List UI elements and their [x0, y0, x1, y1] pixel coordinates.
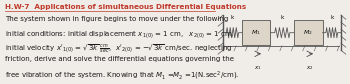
Text: H.W-7  Applications of simultaneous Differential Equations: H.W-7 Applications of simultaneous Diffe…: [5, 4, 246, 10]
Text: $M_2$: $M_2$: [303, 28, 313, 37]
Text: k: k: [281, 15, 284, 20]
Text: $M_1$: $M_1$: [251, 28, 261, 37]
Text: initial conditions: initial displacement $x_{1(0)}$ = 1 cm,   $x_{2(0)}$ = 1 cm,: initial conditions: initial displacement…: [5, 29, 235, 40]
FancyBboxPatch shape: [294, 20, 323, 45]
Text: $x_2$: $x_2$: [306, 64, 314, 72]
Text: friction, derive and solve the differential equations governing the: friction, derive and solve the different…: [5, 56, 234, 62]
Text: The system shown in figure begins to move under the following: The system shown in figure begins to mov…: [5, 16, 228, 22]
FancyBboxPatch shape: [242, 20, 271, 45]
Text: k: k: [330, 15, 334, 20]
Text: free vibration of the system. Knowing that $M_1$ =$M_2$ =1(N.sec$^2$/cm).: free vibration of the system. Knowing th…: [5, 70, 239, 82]
Text: initial velocity $x'_{1(0)}$ = $\sqrt{3k}$ $\frac{cm}{sec}$,  $x'_{2(0)}$ = $-\s: initial velocity $x'_{1(0)}$ = $\sqrt{3k…: [5, 43, 232, 55]
Text: $x_1$: $x_1$: [254, 64, 262, 72]
Text: k: k: [231, 15, 234, 20]
